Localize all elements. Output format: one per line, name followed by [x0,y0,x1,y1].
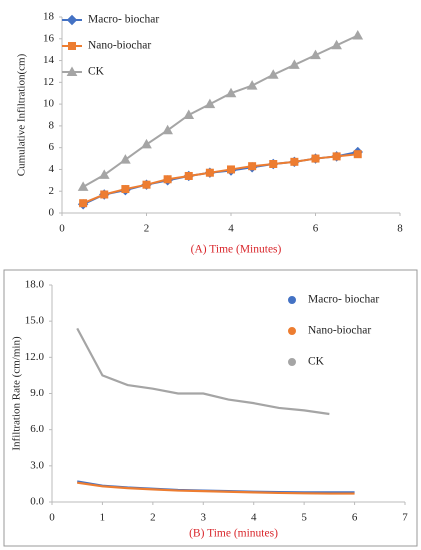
data-point [246,80,258,90]
legend-label: CK [88,66,105,78]
data-point [269,160,278,168]
y-tick-label: 14 [43,54,55,66]
x-tick-label: 5 [301,512,307,524]
x-tick-label: 2 [150,512,156,524]
data-point [163,175,172,184]
x-axis-label: (B) Time (minutes) [189,528,278,540]
legend-marker [66,66,78,76]
data-point [267,69,279,79]
data-point [79,199,88,208]
data-point [331,39,342,50]
data-point [352,29,364,40]
data-point [142,180,151,189]
data-point [353,150,362,159]
x-tick-label: 8 [397,223,403,235]
data-point [310,49,321,60]
legend-marker [288,296,296,304]
data-point [205,168,214,177]
y-tick-label: 0 [49,207,55,219]
x-tick-label: 4 [251,512,257,524]
data-point [289,59,300,69]
y-tick-label: 12 [43,76,54,88]
data-point [248,162,257,171]
data-point [332,152,341,161]
legend-label: CK [308,356,325,368]
data-point [225,87,237,98]
series-line [76,327,330,416]
data-point [290,157,299,166]
data-point [162,124,173,135]
x-tick-label: 0 [49,512,55,524]
x-tick-label: 0 [59,223,65,235]
x-tick-label: 6 [352,512,358,524]
x-tick-label: 3 [201,512,207,524]
legend-marker [288,358,296,366]
legend-marker [66,14,78,26]
data-point [183,109,195,119]
y-tick-label: 6 [49,141,55,153]
y-tick-label: 4 [49,163,55,175]
y-tick-label: 0.0 [30,496,44,508]
x-tick-label: 6 [313,223,319,235]
y-tick-label: 3.0 [30,459,44,471]
legend-label: Macro- biochar [88,14,159,26]
y-tick-label: 9.0 [30,387,44,399]
y-tick-label: 2 [49,185,55,197]
y-tick-label: 15.0 [25,315,45,327]
x-axis-label: (A) Time (Minutes) [191,244,282,256]
data-point [311,154,320,163]
data-point [121,185,130,194]
panel-border [3,269,418,547]
data-point [100,190,109,199]
legend-marker [68,42,76,50]
y-tick-label: 16 [43,32,55,44]
data-point [77,181,89,191]
y-tick-label: 10 [43,98,55,110]
data-point [184,171,193,180]
x-tick-label: 7 [402,512,408,524]
x-tick-label: 1 [100,512,106,524]
legend-label: Macro- biochar [308,294,379,306]
data-point [227,165,235,174]
legend-marker [288,327,296,335]
y-axis-label: Cumulative Infiltration(cm) [16,53,28,176]
legend-label: Nano-biochar [88,40,151,52]
y-tick-label: 18.0 [25,279,45,291]
data-point [141,138,152,149]
x-tick-label: 2 [144,223,150,235]
y-tick-label: 6.0 [30,423,44,435]
y-axis-label: Infiltration Rate (cm/min) [11,336,23,451]
legend-label: Nano-biochar [308,325,371,337]
y-tick-label: 8 [49,119,55,131]
data-point [98,169,110,179]
series-line [77,481,355,495]
x-tick-label: 4 [228,223,234,235]
y-tick-label: 18 [43,11,55,23]
data-point [204,98,216,109]
data-point [120,154,131,164]
y-tick-label: 12.0 [25,351,45,363]
